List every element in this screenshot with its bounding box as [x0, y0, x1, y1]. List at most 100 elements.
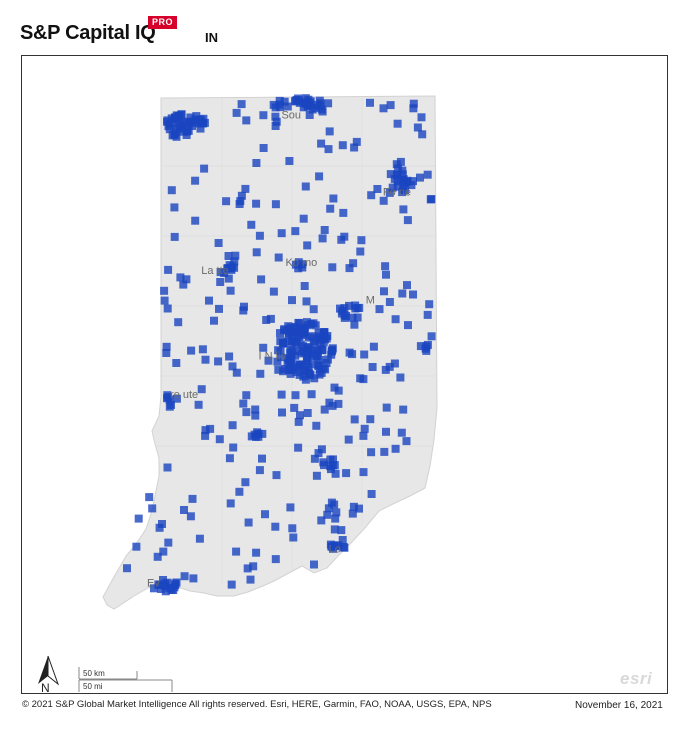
pro-badge: PRO [148, 16, 178, 29]
location-marker [427, 332, 436, 341]
location-marker [294, 258, 303, 267]
location-marker [160, 286, 169, 295]
location-marker [302, 98, 310, 107]
location-marker [160, 296, 169, 305]
location-marker [340, 543, 349, 552]
location-marker [258, 429, 267, 438]
location-marker [399, 405, 408, 414]
location-marker [294, 318, 303, 327]
city-label: M [366, 294, 375, 306]
location-marker [271, 112, 280, 121]
location-marker [123, 564, 131, 573]
location-marker [327, 350, 336, 359]
location-marker [292, 338, 301, 347]
location-marker [316, 340, 325, 348]
location-marker [162, 342, 171, 351]
location-marker [186, 512, 195, 521]
location-marker [286, 503, 295, 512]
location-marker [259, 343, 268, 352]
location-marker [330, 525, 339, 534]
location-marker [279, 339, 288, 348]
location-marker [393, 177, 402, 186]
location-marker [299, 342, 307, 351]
location-marker [264, 356, 273, 365]
location-marker [288, 346, 297, 355]
location-marker [349, 259, 358, 268]
location-marker [256, 369, 265, 378]
north-label: N [41, 681, 50, 694]
location-marker [367, 490, 376, 498]
location-marker [301, 182, 310, 191]
location-marker [304, 369, 313, 378]
location-marker [255, 231, 264, 240]
report-date: November 16, 2021 [575, 700, 663, 711]
location-marker [180, 506, 188, 514]
location-marker [357, 236, 366, 245]
location-marker [199, 114, 208, 123]
location-marker [380, 447, 389, 456]
location-marker [307, 390, 316, 399]
location-marker [339, 208, 348, 217]
location-marker [259, 111, 268, 120]
location-marker [158, 520, 166, 528]
location-marker [201, 431, 210, 440]
location-marker [402, 437, 411, 446]
location-marker [317, 139, 326, 148]
location-marker [342, 469, 351, 478]
location-marker [375, 305, 384, 314]
location-marker [344, 435, 353, 444]
location-marker [201, 426, 210, 435]
location-marker [307, 351, 316, 360]
location-marker [172, 359, 181, 367]
location-marker [247, 220, 256, 229]
location-marker [269, 287, 278, 296]
esri-logo: esri [620, 669, 653, 688]
location-marker [236, 197, 245, 206]
location-marker [276, 329, 284, 338]
location-marker [334, 541, 343, 550]
location-marker [325, 127, 334, 136]
location-marker [396, 157, 405, 166]
city-label: Ev [147, 577, 160, 589]
location-marker [172, 394, 181, 403]
city-label: Fo ne [383, 186, 411, 198]
location-marker [391, 315, 400, 324]
location-marker [198, 345, 207, 354]
location-marker [320, 405, 329, 414]
location-marker [225, 352, 234, 361]
location-marker [288, 524, 297, 533]
location-marker [257, 275, 266, 284]
location-marker [247, 432, 256, 441]
location-marker [284, 355, 293, 364]
location-marker [170, 203, 179, 212]
city-labels: Sou Fo ne La tte Ko mo M I N lis re ute Lo Ev [147, 109, 411, 589]
location-marker [252, 248, 261, 257]
location-marker [328, 263, 337, 272]
location-marker [251, 405, 260, 414]
location-marker [367, 448, 376, 457]
location-marker [303, 321, 312, 330]
location-marker [132, 542, 141, 551]
location-marker [296, 411, 304, 420]
location-marker [355, 504, 363, 513]
location-marker [272, 471, 281, 480]
location-marker [350, 415, 359, 424]
location-marker [246, 575, 255, 584]
location-marker [322, 359, 331, 367]
location-marker [297, 349, 306, 358]
location-marker [295, 370, 304, 379]
location-marker [320, 461, 328, 470]
location-marker [399, 205, 408, 214]
location-marker [327, 465, 335, 474]
location-marker [172, 125, 181, 134]
location-marker [359, 468, 368, 477]
location-marker [409, 290, 417, 299]
location-marker [214, 239, 223, 247]
location-marker [421, 344, 430, 353]
map-canvas[interactable]: Sou Fo ne La tte Ko mo M I N lis re ute Lo Ev [22, 56, 668, 694]
location-marker [277, 229, 286, 238]
location-marker [345, 301, 353, 310]
location-marker [324, 504, 333, 513]
location-marker [174, 318, 183, 327]
map-panel[interactable]: Sou Fo ne La tte Ko mo M I N lis re ute Lo Ev N … [21, 55, 668, 694]
